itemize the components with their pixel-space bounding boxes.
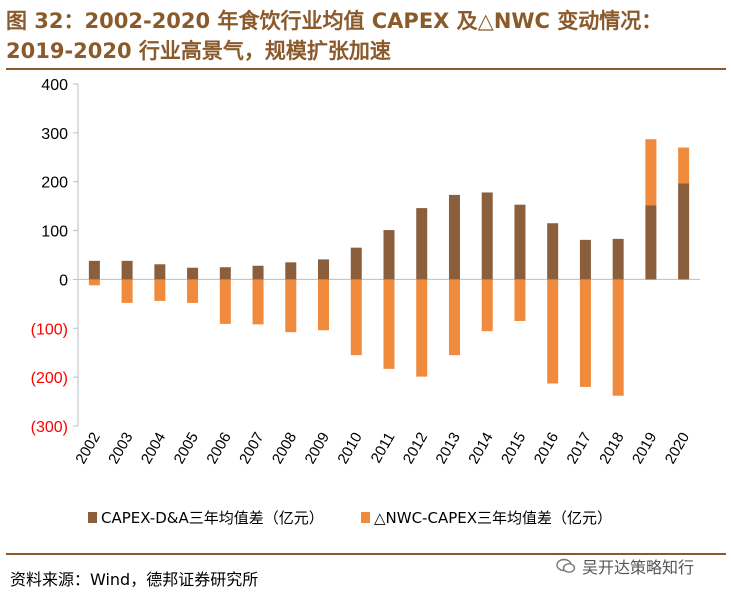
bar-capex-2012 [416,208,428,280]
bar-nwc-2019 [645,139,657,206]
bar-capex-2009 [318,259,330,280]
x-tick-label: 2015 [498,430,529,467]
legend-swatch-capex [88,512,97,523]
footer-divider [6,553,726,555]
chart-title-line-2: 2019-2020 行业高景气，规模扩张加速 [6,39,391,63]
x-tick-label: 2004 [138,430,169,467]
bar-nwc-2012 [416,279,428,377]
y-tick-label: 300 [41,126,68,143]
y-tick-label: 400 [41,77,68,94]
bar-nwc-2013 [448,279,460,356]
source-note: 资料来源：Wind，德邦证券研究所 [10,570,259,589]
legend-swatch-nwc [361,512,370,523]
bar-nwc-2018 [612,279,624,396]
bar-capex-2008 [285,262,297,280]
bar-capex-2006 [219,267,231,280]
bar-nwc-2005 [187,279,199,303]
x-tick-label: 2018 [596,430,627,467]
wechat-icon [556,558,576,573]
x-tick-label: 2016 [531,430,562,467]
bar-nwc-2008 [285,279,297,333]
bar-capex-2018 [612,238,624,280]
bar-capex-2011 [383,230,395,280]
bar-capex-2007 [252,265,264,280]
bar-capex-2013 [448,194,460,280]
bar-nwc-2004 [154,279,166,301]
bar-capex-2019 [645,205,657,280]
watermark-text: 吴开达策略知行 [582,558,695,577]
watermark: 吴开达策略知行 [556,554,694,578]
bar-nwc-2010 [350,279,362,356]
x-tick-label: 2007 [236,430,267,467]
x-tick-label: 2010 [334,430,365,467]
bar-nwc-2009 [318,279,330,331]
x-tick-label: 2019 [629,430,660,467]
bar-capex-2010 [350,247,362,280]
y-tick-label: 0 [59,272,68,289]
y-tick-label: 200 [41,175,68,192]
x-tick-label: 2014 [465,430,496,467]
chart-area: (300) (200) (100) 0 100 200 300 400 2002 2003 2004… [31,77,700,527]
bar-nwc-2002 [88,279,100,286]
y-tick-label: (100) [31,321,68,338]
bar-capex-2004 [154,264,166,280]
x-tick-label: 2020 [662,430,693,467]
x-tick-label: 2003 [105,430,136,467]
bar-capex-2005 [187,267,199,280]
x-tick-label: 2009 [302,430,333,467]
bar-nwc-2016 [547,279,559,384]
x-tick-label: 2008 [269,430,300,467]
legend-label-capex: CAPEX-D&A三年均值差（亿元） [101,509,324,527]
legend-label-nwc: △NWC-CAPEX三年均值差（亿元） [374,509,612,527]
y-tick-label: (300) [31,419,68,436]
x-tick-label: 2013 [433,430,464,467]
x-tick-label: 2012 [400,430,431,467]
y-tick-label: 100 [41,224,68,241]
bar-nwc-2017 [579,279,591,387]
bar-nwc-2003 [121,279,133,303]
x-tick-label: 2005 [171,430,202,467]
bar-capex-2017 [579,239,591,280]
bar-capex-2015 [514,204,526,280]
chart-title: 图 32：2002-2020 年食饮行业均值 CAPEX 及△NWC 变动情况：… [6,6,726,66]
chart-title-line-1: 图 32：2002-2020 年食饮行业均值 CAPEX 及△NWC 变动情况： [6,9,663,33]
title-divider [6,68,726,70]
y-tick-label: (200) [31,370,68,387]
bar-nwc-2006 [219,279,231,324]
bar-nwc-2015 [514,279,526,321]
bar-capex-2020 [678,183,690,280]
x-tick-label: 2017 [563,430,594,467]
bar-capex-2002 [88,260,100,280]
bar-nwc-2011 [383,279,395,369]
bar-capex-2003 [121,260,133,280]
x-tick-label: 2002 [72,430,103,467]
bar-capex-2014 [481,192,493,280]
bar-nwc-2014 [481,279,493,332]
x-tick-label: 2006 [203,430,234,467]
bar-nwc-2020 [678,147,690,184]
bar-nwc-2007 [252,279,264,325]
x-tick-label: 2011 [368,430,399,466]
bar-capex-2016 [547,223,559,280]
